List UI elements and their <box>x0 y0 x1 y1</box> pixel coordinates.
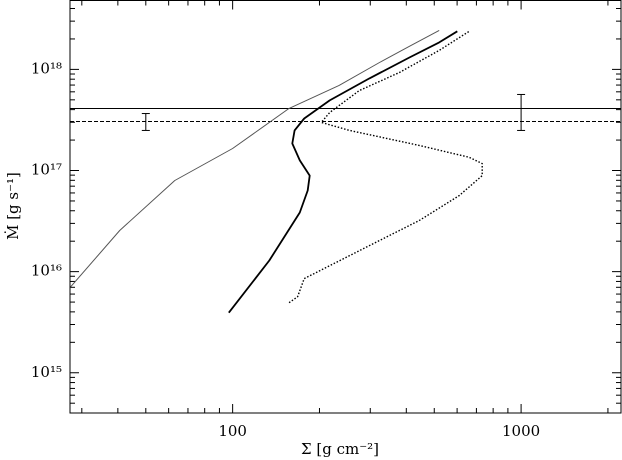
series-line <box>288 30 483 304</box>
y-tick-label: 10¹⁷ <box>31 161 62 179</box>
x-axis-label: Σ [g cm⁻²] <box>301 440 379 458</box>
y-tick-label: 10¹⁸ <box>31 59 62 77</box>
y-tick-label: 10¹⁶ <box>31 262 62 280</box>
x-tick-label: 100 <box>218 422 247 440</box>
plot-frame <box>69 0 622 414</box>
series-line <box>228 30 458 314</box>
x-tick-label: 1000 <box>502 422 540 440</box>
y-axis-label: Ṁ [g s⁻¹] <box>4 172 22 240</box>
series-line <box>69 29 440 288</box>
y-tick-label: 10¹⁵ <box>31 363 62 381</box>
